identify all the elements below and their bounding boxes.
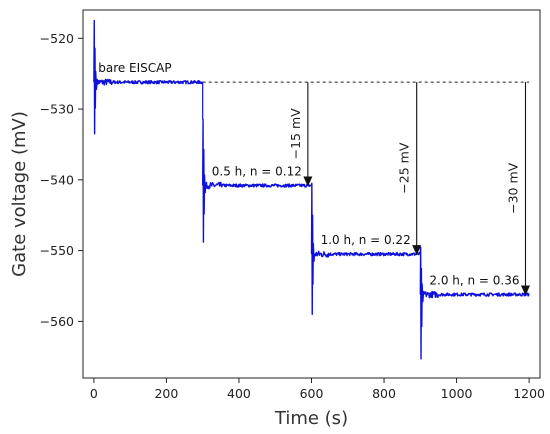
y-tick-label: −550 bbox=[40, 243, 74, 258]
segment-label: 1.0 h, n = 0.22 bbox=[321, 233, 411, 247]
x-tick-label: 400 bbox=[227, 386, 251, 401]
segment-label: 2.0 h, n = 0.36 bbox=[429, 273, 519, 287]
shift-arrow-head bbox=[520, 285, 530, 296]
shift-label: −30 mV bbox=[505, 162, 520, 214]
shift-label: −25 mV bbox=[397, 142, 412, 194]
y-tick-label: −520 bbox=[40, 31, 74, 46]
y-tick-label: −530 bbox=[40, 102, 74, 117]
x-axis-title: Time (s) bbox=[274, 408, 348, 429]
series-segment-3 bbox=[310, 182, 421, 316]
x-tick-label: 0 bbox=[90, 386, 98, 401]
y-tick-label: −560 bbox=[40, 314, 74, 329]
y-ticks: −520 −530 −540 −550 −560 bbox=[40, 31, 83, 329]
x-tick-label: 600 bbox=[300, 386, 324, 401]
shift-label: −15 mV bbox=[288, 108, 303, 160]
x-tick-label: 1000 bbox=[441, 386, 473, 401]
x-ticks: 0 200 400 600 800 1000 1200 bbox=[90, 378, 545, 401]
series-segment-1 bbox=[93, 19, 204, 135]
series-segment-4 bbox=[419, 246, 530, 360]
x-tick-label: 1200 bbox=[513, 386, 545, 401]
shift-arrow-head bbox=[303, 176, 313, 187]
annotation-layer: −15 mV −25 mV −30 mV bbox=[202, 81, 530, 296]
y-tick-label: −540 bbox=[40, 172, 74, 187]
series-layer: bare EISCAP 0.5 h, n = 0.12 1.0 h, n = 0.2… bbox=[93, 19, 530, 360]
y-axis-title: Gate voltage (mV) bbox=[9, 111, 30, 277]
series-segment-2 bbox=[201, 118, 312, 243]
x-tick-label: 800 bbox=[372, 386, 396, 401]
shift-arrow-head bbox=[412, 245, 422, 256]
segment-label: bare EISCAP bbox=[98, 61, 171, 75]
x-tick-label: 200 bbox=[154, 386, 178, 401]
segment-label: 0.5 h, n = 0.12 bbox=[212, 165, 302, 179]
